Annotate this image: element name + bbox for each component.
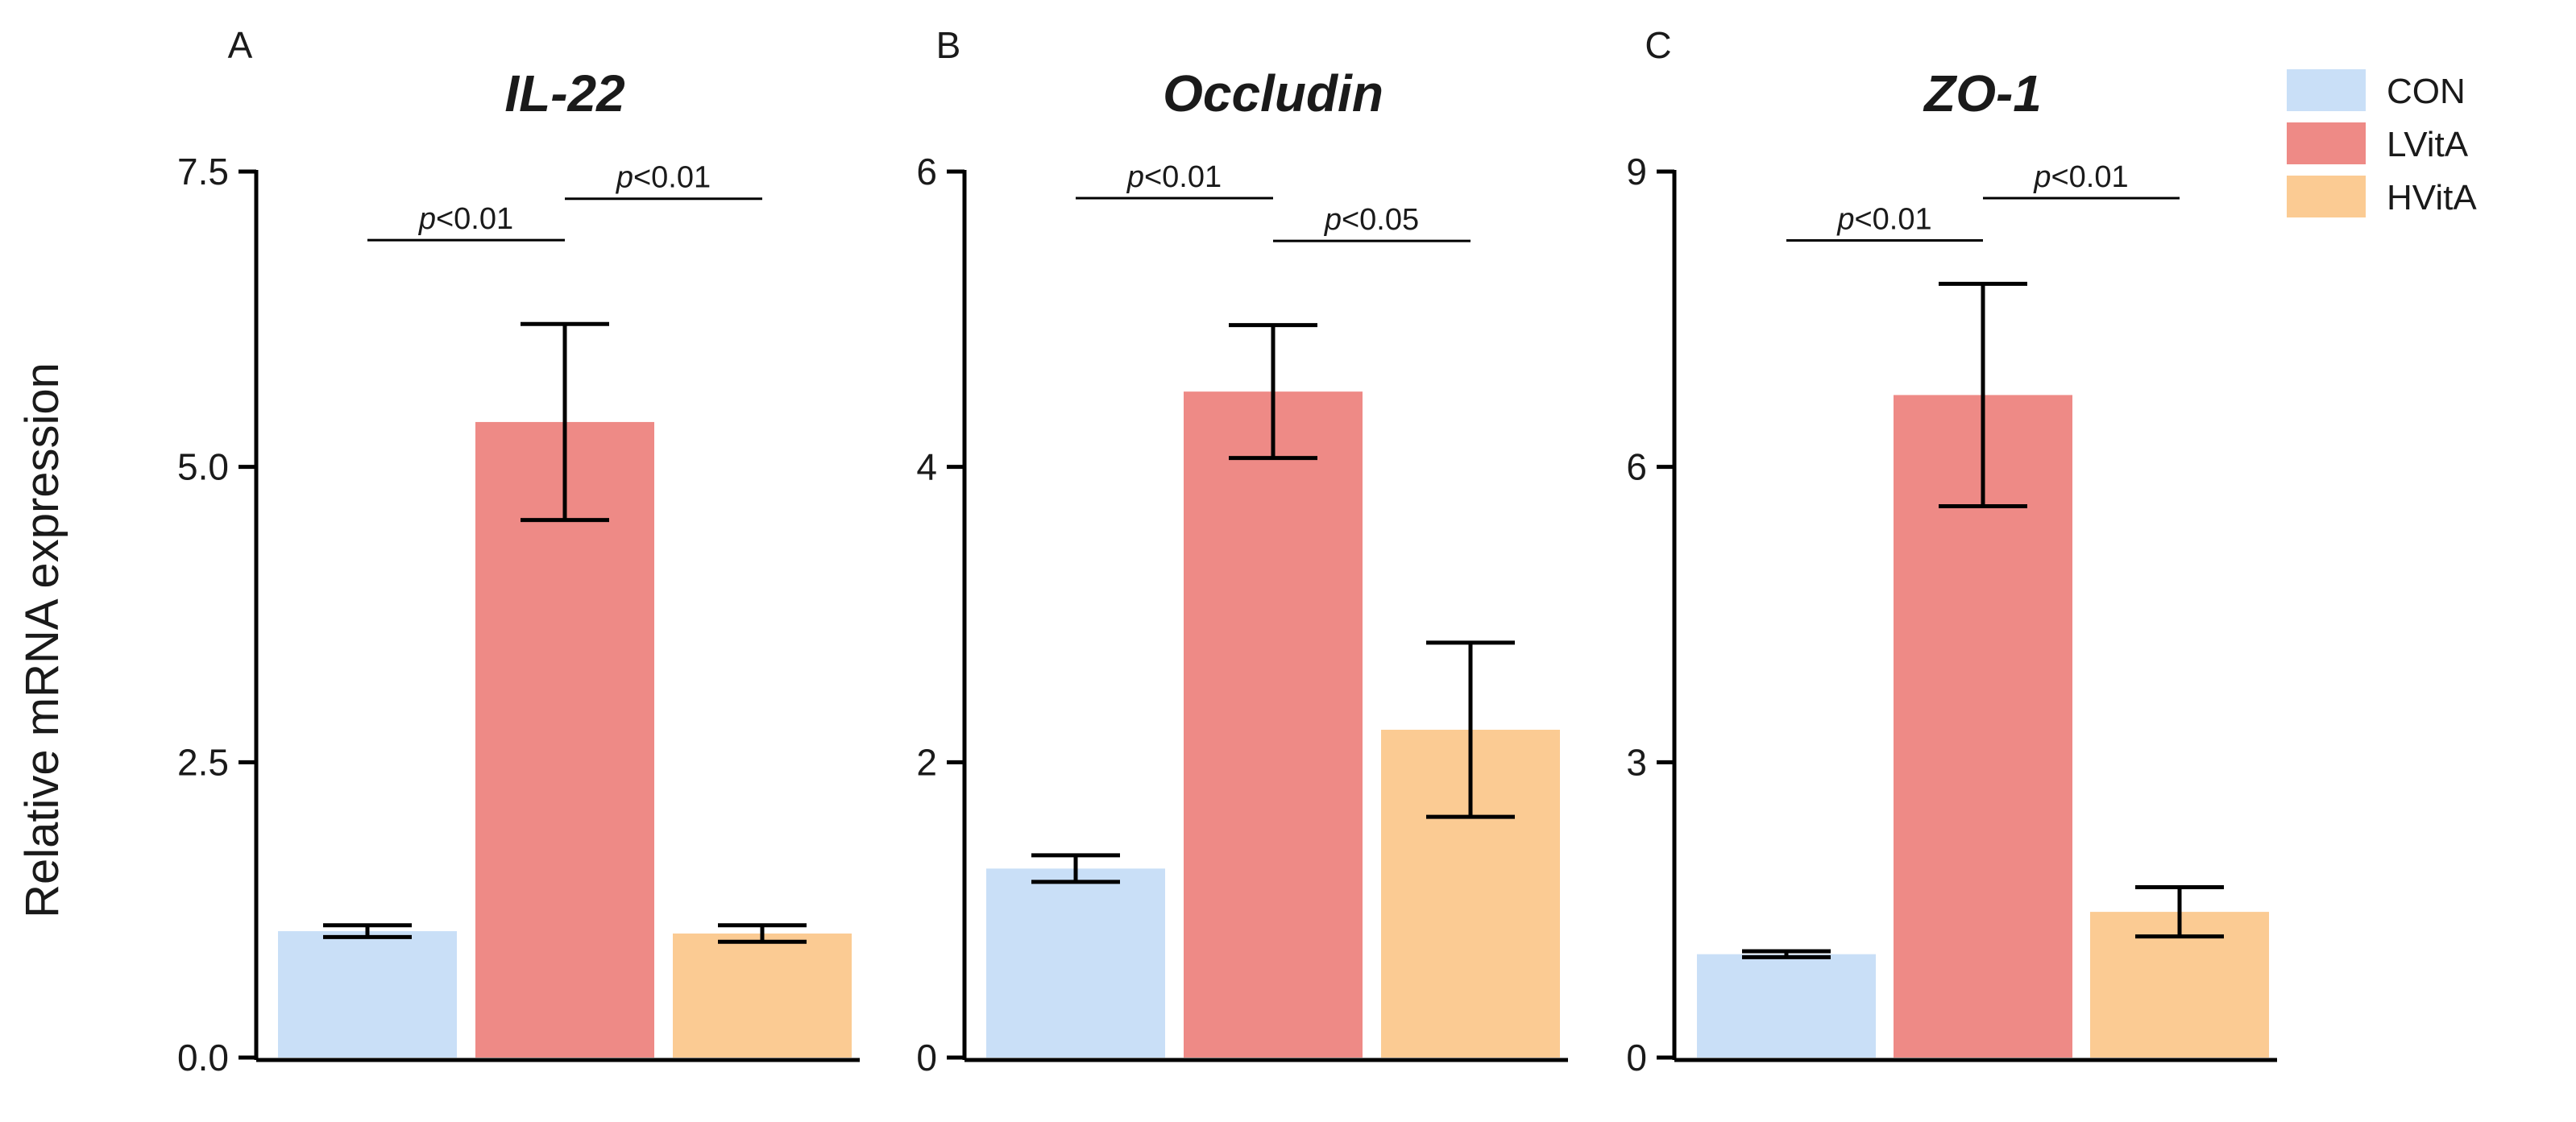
significance-p: p bbox=[616, 161, 633, 195]
legend-swatch-lvita bbox=[2287, 122, 2366, 164]
panel-letter: A bbox=[228, 24, 253, 66]
y-tick-label: 0.0 bbox=[177, 1037, 229, 1079]
significance-label: p<0.01 bbox=[616, 161, 711, 195]
y-tick-label: 0 bbox=[916, 1037, 937, 1079]
y-tick-label: 0 bbox=[1626, 1037, 1647, 1079]
error-bar-con bbox=[323, 923, 412, 939]
significance-p: p bbox=[2033, 160, 2051, 194]
significance-value: <0.05 bbox=[1342, 203, 1419, 237]
significance-value: <0.01 bbox=[2051, 160, 2128, 194]
panel-a: AIL-220.02.55.07.5p<0.01p<0.01 bbox=[177, 24, 860, 1079]
legend-item-lvita: LVitA bbox=[2287, 122, 2469, 164]
significance-value: <0.01 bbox=[436, 202, 513, 236]
error-bar-lvita bbox=[1939, 281, 2027, 509]
legend-label-lvita: LVitA bbox=[2387, 125, 2469, 164]
y-tick-label: 2.5 bbox=[177, 741, 229, 783]
chart-title: ZO-1 bbox=[1923, 64, 2042, 122]
error-bar-con bbox=[1742, 949, 1831, 959]
error-bar-hvita bbox=[2135, 885, 2224, 939]
chart-title: IL-22 bbox=[504, 64, 624, 122]
legend-item-hvita: HVitA bbox=[2287, 176, 2477, 217]
bar-con bbox=[278, 931, 457, 1058]
y-tick-label: 5.0 bbox=[177, 446, 229, 488]
significance-label: p<0.01 bbox=[1836, 203, 1931, 237]
significance-p: p bbox=[418, 202, 436, 236]
bar-con bbox=[986, 868, 1165, 1058]
panel-letter: C bbox=[1645, 24, 1671, 66]
error-bar-hvita bbox=[1426, 640, 1515, 819]
significance-value: <0.01 bbox=[1854, 203, 1931, 237]
significance-p: p bbox=[1126, 160, 1144, 194]
y-tick-label: 2 bbox=[916, 741, 937, 783]
error-bar-lvita bbox=[1229, 323, 1317, 461]
significance-value: <0.01 bbox=[1144, 160, 1222, 194]
significance-value: <0.01 bbox=[633, 161, 711, 195]
y-tick-label: 6 bbox=[916, 151, 937, 193]
panel-letter: B bbox=[936, 24, 961, 66]
y-tick-label: 6 bbox=[1626, 446, 1647, 488]
bar-hvita bbox=[673, 934, 852, 1058]
y-tick-label: 3 bbox=[1626, 741, 1647, 783]
significance-label: p<0.05 bbox=[1324, 203, 1419, 237]
panels: AIL-220.02.55.07.5p<0.01p<0.01BOccludin0… bbox=[177, 24, 2277, 1079]
error-bar-lvita bbox=[521, 321, 609, 523]
legend-swatch-hvita bbox=[2287, 176, 2366, 217]
error-bar-con bbox=[1031, 853, 1120, 884]
legend-label-hvita: HVitA bbox=[2387, 178, 2477, 217]
significance-p: p bbox=[1324, 203, 1342, 237]
chart-title: Occludin bbox=[1163, 64, 1383, 122]
y-tick-label: 9 bbox=[1626, 151, 1647, 193]
significance-label: p<0.01 bbox=[2033, 160, 2128, 194]
bar-lvita bbox=[475, 421, 654, 1058]
legend-label-con: CON bbox=[2387, 72, 2466, 111]
significance-label: p<0.01 bbox=[418, 202, 513, 236]
bar-con bbox=[1697, 954, 1876, 1058]
significance-p: p bbox=[1836, 203, 1854, 237]
y-tick-label: 4 bbox=[916, 446, 937, 488]
significance-label: p<0.01 bbox=[1126, 160, 1222, 194]
y-tick-label: 7.5 bbox=[177, 151, 229, 193]
legend-swatch-con bbox=[2287, 69, 2366, 111]
legend-item-con: CON bbox=[2287, 69, 2466, 111]
legend: CON LVitA HVitA bbox=[2287, 69, 2477, 217]
y-axis-label: Relative mRNA expression bbox=[16, 362, 68, 918]
bar-lvita bbox=[1184, 391, 1363, 1058]
error-bar-hvita bbox=[718, 923, 807, 944]
